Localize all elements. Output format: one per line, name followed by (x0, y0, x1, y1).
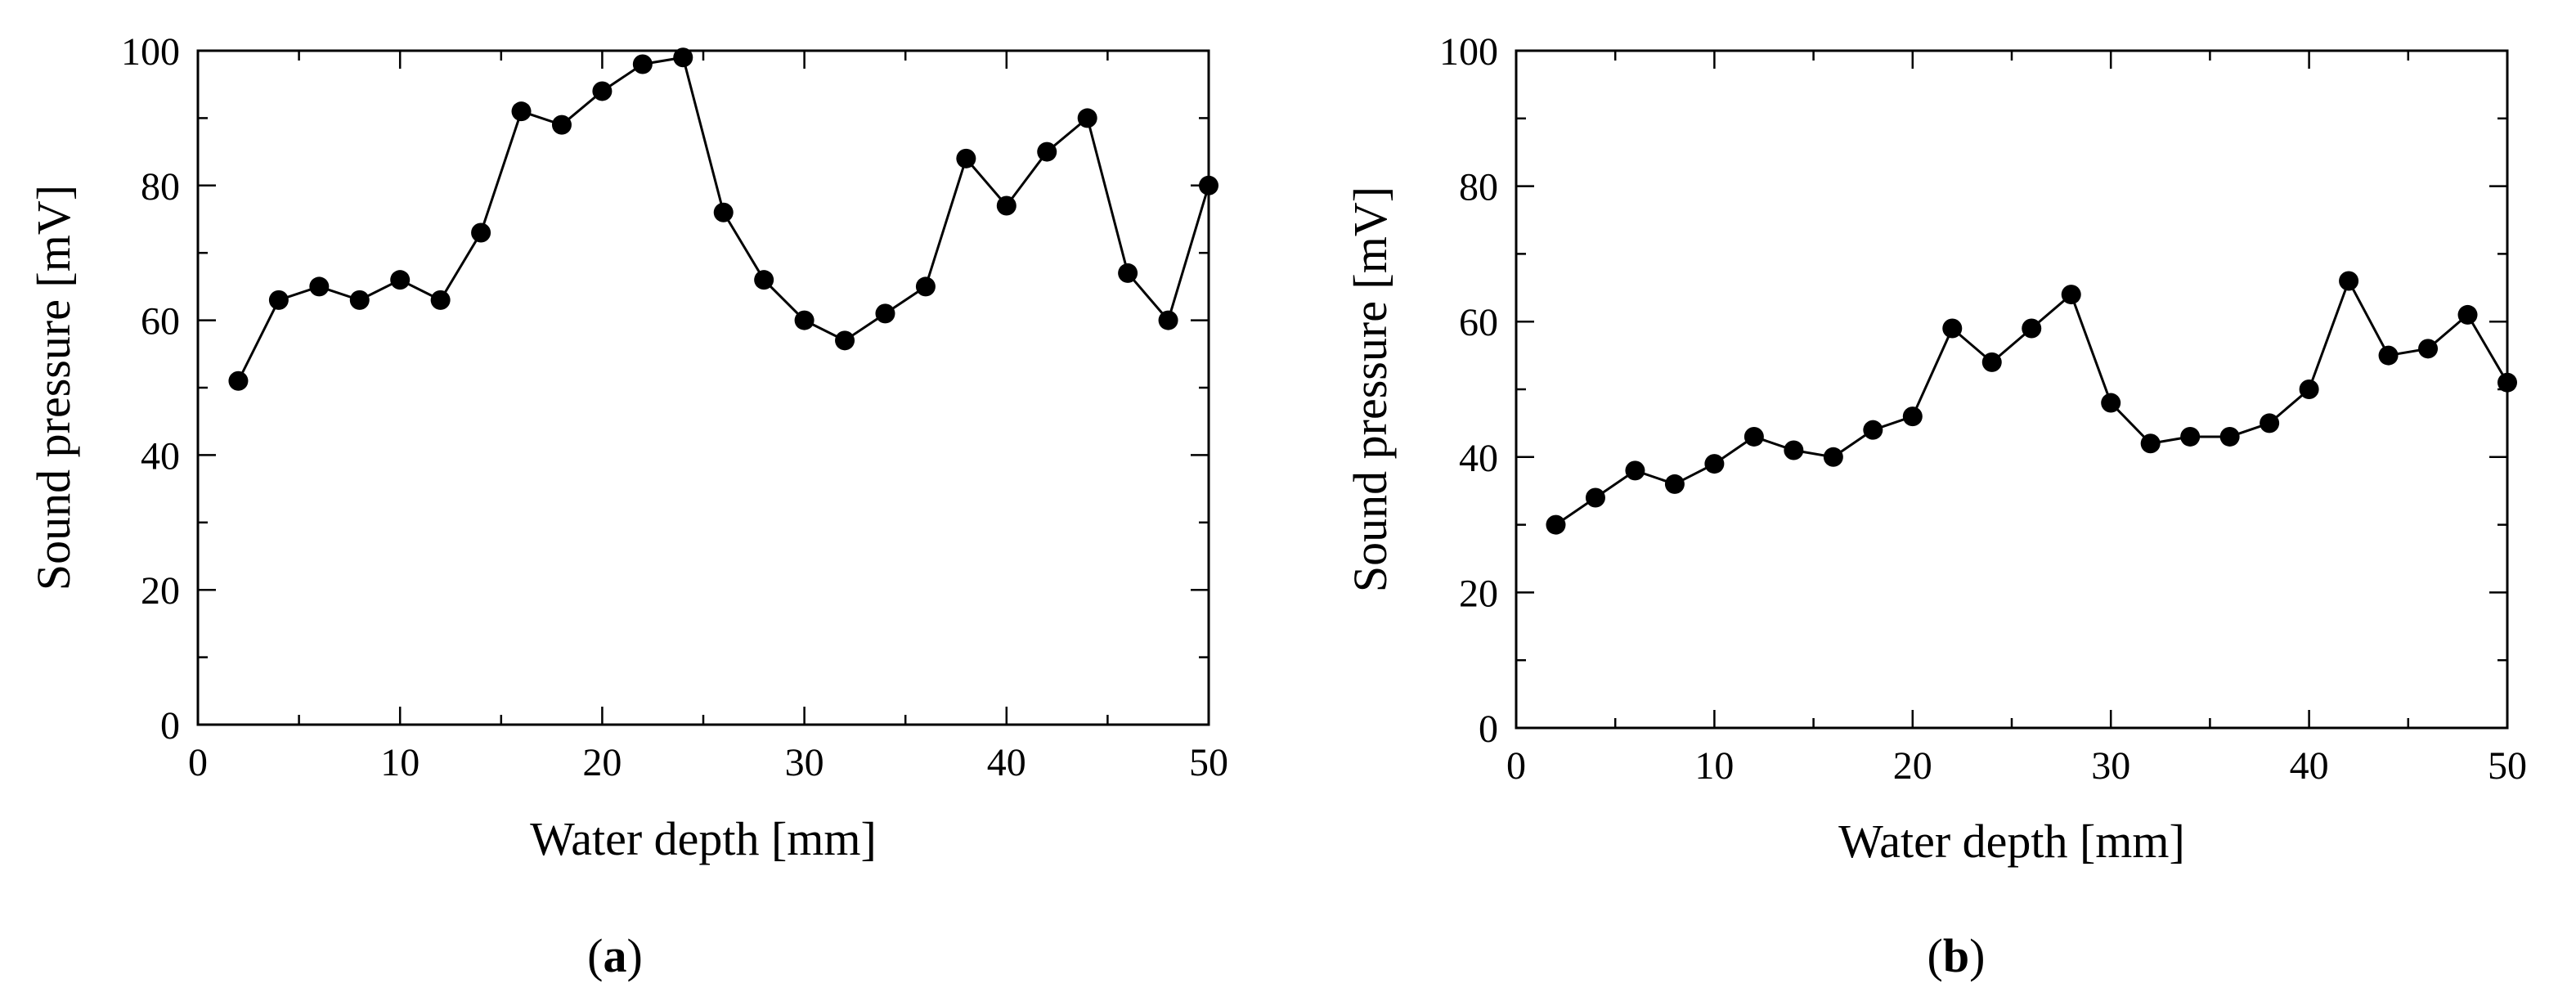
chart1-data-point (2260, 413, 2280, 433)
chart1-x-tick-label: 20 (1893, 744, 1932, 788)
chart0-data-point (1077, 108, 1097, 128)
chart1-data-point (2180, 426, 2201, 447)
chart0-y-tick-label: 60 (141, 300, 180, 344)
chart0-data-point (471, 222, 491, 243)
chart1-data-point (2219, 426, 2240, 447)
chart1-y-tick-label: 60 (1459, 301, 1498, 344)
chart1-x-tick-label: 50 (2488, 744, 2527, 788)
chart0-y-axis-label: Sound pressure [mV] (27, 185, 80, 591)
chart0-data-point (430, 290, 451, 310)
chart0-data-point (713, 202, 734, 222)
chart0-data-point (996, 195, 1016, 216)
chart0-x-tick-label: 10 (380, 741, 420, 784)
chart1-data-point (1625, 460, 1645, 481)
chart1-data-point (1902, 406, 1923, 427)
chart1-data-point (2378, 345, 2399, 366)
chart1-x-axis-label: Water depth [mm] (1838, 815, 2185, 868)
chart1-data-point (2140, 433, 2161, 454)
chart0-data-point (268, 290, 289, 310)
chart0-data-point (1118, 263, 1138, 283)
caption-b: (b) (1928, 929, 1986, 982)
chart1-data-point (1823, 447, 1843, 467)
chart1-data-point (1863, 420, 1883, 440)
chart1-series-line (1555, 277, 2509, 526)
chart0-data-point (1199, 175, 1218, 195)
chart1-y-tick-label: 80 (1459, 166, 1498, 209)
chart0-data-point (349, 290, 370, 310)
chart0-data-point (632, 54, 653, 74)
chart1-data-point (1942, 318, 1963, 339)
chart1-data-point (1585, 487, 1605, 508)
chart-panel-a: 0 10 20 30 40 50 0 20 40 60 80 100 Water depth [mm] S… (27, 30, 1228, 865)
chart0-data-point (551, 115, 572, 135)
chart0-x-tick-label: 20 (582, 741, 622, 784)
chart1-data-point (2418, 339, 2439, 359)
chart0-x-axis-label: Water depth [mm] (530, 812, 877, 865)
chart0-data-point (1158, 310, 1178, 330)
chart0-data-point (794, 310, 815, 330)
chart0-plot-frame (196, 49, 1210, 726)
chart0-x-tick-label: 0 (188, 741, 208, 784)
chart1-data-point (2061, 285, 2081, 305)
chart1-data-point (1784, 440, 1804, 460)
chart0-x-tick-label: 40 (987, 741, 1026, 784)
chart1-data-point (1546, 514, 1566, 535)
chart1-y-tick-label: 40 (1459, 437, 1498, 480)
chart1-data-point (1704, 454, 1725, 474)
caption-a-close: ) (627, 929, 643, 982)
caption-a: (a) (587, 929, 643, 982)
chart0-y-tick-label: 100 (121, 30, 180, 74)
chart0-data-point (390, 270, 411, 290)
chart1-data-point (2339, 271, 2359, 291)
chart1-data-point (2101, 393, 2121, 413)
chart0-y-tick-label: 20 (141, 569, 180, 613)
caption-b-open: ( (1928, 929, 1943, 982)
chart1-x-tick-label: 40 (2290, 744, 2329, 788)
caption-a-letter: a (604, 929, 627, 982)
chart0-x-tick-label: 50 (1189, 741, 1228, 784)
chart1-y-tick-label: 0 (1479, 707, 1498, 751)
chart0-data-point (754, 270, 774, 290)
chart1-x-tick-label: 10 (1694, 744, 1734, 788)
chart0-data-point (511, 101, 532, 122)
chart1-data-point (2299, 379, 2319, 399)
chart0-data-point (835, 330, 855, 351)
chart0-data-point (228, 371, 249, 391)
chart1-x-tick-label: 0 (1506, 744, 1526, 788)
chart1-data-point (1744, 426, 1764, 447)
chart1-data-point (2457, 304, 2478, 325)
chart0-data-point (956, 148, 976, 168)
chart0-y-tick-label: 40 (141, 434, 180, 478)
chart0-y-tick-label: 0 (160, 704, 180, 748)
chart0-data-point (673, 47, 693, 68)
chart1-data-point (2022, 318, 2042, 339)
caption-a-open: ( (587, 929, 603, 982)
chart1-x-tick-label: 30 (2091, 744, 2130, 788)
chart1-y-axis-label: Sound pressure [mV] (1344, 186, 1397, 592)
chart1-data-point (1981, 352, 2002, 372)
chart-panel-b: 0 10 20 30 40 50 0 20 40 60 80 100 Water depth [mm] S… (1344, 30, 2527, 868)
chart0-data-point (309, 276, 330, 297)
caption-b-letter: b (1943, 929, 1969, 982)
chart1-y-tick-label: 20 (1459, 572, 1498, 615)
chart1-data-point (1664, 474, 1685, 494)
chart0-x-tick-label: 30 (785, 741, 824, 784)
chart0-y-tick-label: 80 (141, 165, 180, 209)
chart0-data-point (915, 276, 936, 297)
chart1-plot-frame (1515, 49, 2509, 730)
caption-b-close: ) (1969, 929, 1985, 982)
chart0-data-point (875, 303, 895, 324)
chart1-y-tick-label: 100 (1439, 30, 1498, 74)
chart1-data-point (2497, 372, 2517, 393)
chart0-data-point (1037, 141, 1057, 162)
chart0-data-point (592, 81, 613, 101)
